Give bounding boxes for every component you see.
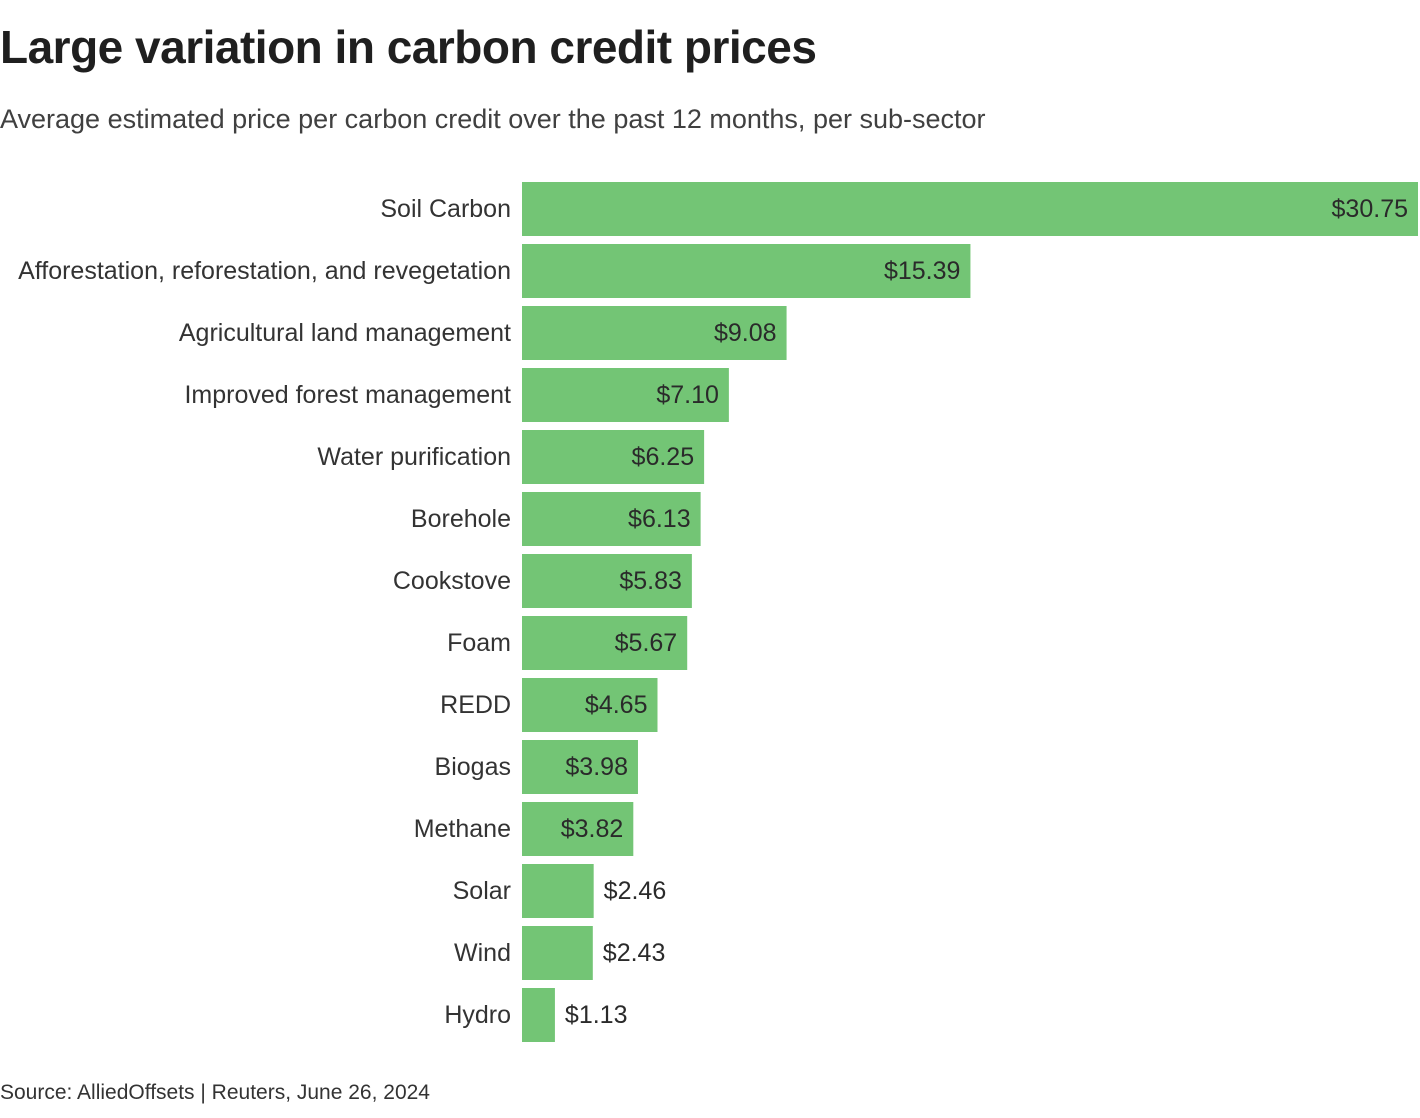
category-label: Afforestation, reforestation, and revege… <box>18 257 511 285</box>
value-label: $6.25 <box>632 443 695 471</box>
chart-title: Large variation in carbon credit prices <box>0 21 817 73</box>
value-label: $7.10 <box>656 381 719 409</box>
category-label: Agricultural land management <box>179 319 511 347</box>
value-label: $9.08 <box>714 319 777 347</box>
category-label: Cookstove <box>393 567 511 595</box>
value-label: $30.75 <box>1332 195 1408 223</box>
category-label: Foam <box>447 629 511 657</box>
category-label: Biogas <box>435 753 511 781</box>
bar <box>522 306 787 360</box>
value-label: $3.82 <box>561 815 624 843</box>
category-label: Soil Carbon <box>380 195 511 223</box>
bar <box>522 182 1418 236</box>
category-label: Solar <box>453 877 511 905</box>
bar <box>522 430 705 484</box>
bar <box>522 802 634 856</box>
value-label: $1.13 <box>565 1001 628 1029</box>
value-label: $3.98 <box>565 753 628 781</box>
bar <box>522 368 729 422</box>
bar <box>522 492 701 546</box>
value-label: $2.43 <box>603 939 666 967</box>
bar <box>522 678 658 732</box>
category-label: Wind <box>454 939 511 967</box>
category-label: Methane <box>414 815 511 843</box>
category-label: Borehole <box>411 505 511 533</box>
bar <box>522 988 555 1042</box>
category-label: REDD <box>440 691 511 719</box>
value-label: $6.13 <box>628 505 691 533</box>
category-label: Improved forest management <box>184 381 511 409</box>
value-label: $15.39 <box>884 257 960 285</box>
bar <box>522 926 593 980</box>
chart-subtitle: Average estimated price per carbon credi… <box>0 104 986 134</box>
value-label: $5.83 <box>619 567 682 595</box>
value-label: $5.67 <box>615 629 678 657</box>
value-label: $4.65 <box>585 691 648 719</box>
bar <box>522 244 971 298</box>
bar <box>522 740 638 794</box>
category-label: Water purification <box>317 443 511 471</box>
value-label: $2.46 <box>604 877 667 905</box>
bar <box>522 864 594 918</box>
source-note: Source: AlliedOffsets | Reuters, June 26… <box>0 1081 430 1104</box>
bar-chart: Soil Carbon $30.75 Afforestation, reforest… <box>18 182 1418 1042</box>
bar <box>522 616 688 670</box>
bar <box>522 554 692 608</box>
category-label: Hydro <box>444 1001 511 1029</box>
bar-group: Soil Carbon $30.75 Afforestation, reforest… <box>18 182 1418 1042</box>
